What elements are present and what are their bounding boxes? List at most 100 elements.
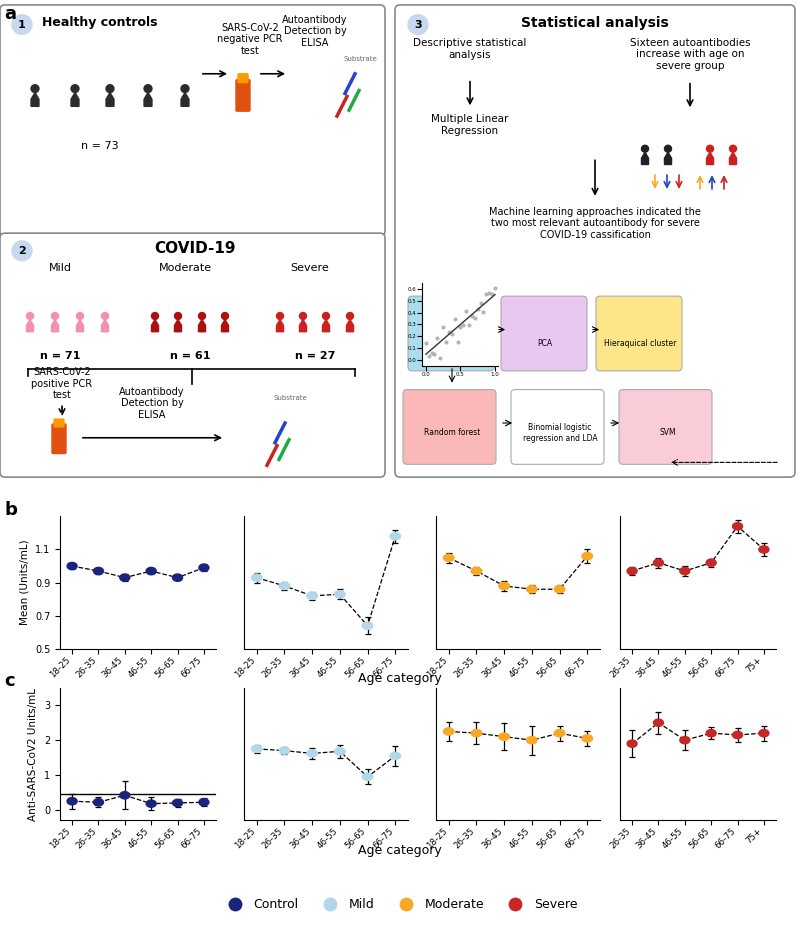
- FancyBboxPatch shape: [54, 419, 64, 427]
- Point: [468, 311, 481, 325]
- FancyBboxPatch shape: [619, 389, 712, 464]
- Ellipse shape: [582, 552, 593, 560]
- Ellipse shape: [654, 719, 663, 727]
- Text: Machine learning approaches indicated the
two most relevant autoantibody for sev: Machine learning approaches indicated th…: [489, 207, 701, 240]
- Circle shape: [12, 241, 32, 260]
- Text: Autoantibody
Detection by
ELISA: Autoantibody Detection by ELISA: [119, 387, 185, 420]
- Point: [451, 335, 464, 349]
- Text: Hieraquical cluster: Hieraquical cluster: [604, 339, 676, 348]
- Ellipse shape: [390, 752, 401, 759]
- Ellipse shape: [251, 574, 262, 581]
- Ellipse shape: [94, 798, 103, 806]
- Text: n = 61: n = 61: [170, 351, 210, 362]
- Y-axis label: Mean (Units/mL): Mean (Units/mL): [19, 540, 30, 626]
- Text: Random forest: Random forest: [424, 428, 480, 438]
- Text: Sixteen autoantibodies
increase with age on
severe group: Sixteen autoantibodies increase with age…: [630, 37, 750, 70]
- Circle shape: [642, 146, 649, 152]
- Ellipse shape: [173, 574, 182, 581]
- Circle shape: [151, 312, 158, 320]
- Ellipse shape: [706, 559, 716, 566]
- Ellipse shape: [362, 773, 373, 781]
- Ellipse shape: [279, 582, 290, 590]
- Point: [422, 349, 435, 363]
- Ellipse shape: [279, 747, 290, 755]
- Polygon shape: [346, 320, 354, 332]
- Ellipse shape: [627, 740, 637, 747]
- Ellipse shape: [554, 730, 565, 737]
- Polygon shape: [106, 93, 114, 107]
- Polygon shape: [299, 320, 306, 332]
- Ellipse shape: [471, 567, 482, 575]
- Polygon shape: [730, 152, 737, 164]
- Text: Moderate: Moderate: [158, 262, 211, 273]
- Text: c: c: [4, 672, 14, 690]
- Circle shape: [706, 146, 714, 152]
- Polygon shape: [642, 152, 649, 164]
- Polygon shape: [31, 93, 39, 107]
- Point: [471, 302, 484, 317]
- Text: Mild: Mild: [49, 262, 71, 273]
- Ellipse shape: [706, 730, 716, 737]
- Ellipse shape: [733, 523, 742, 530]
- Polygon shape: [322, 320, 330, 332]
- Circle shape: [144, 84, 152, 93]
- Point: [457, 317, 470, 332]
- Circle shape: [346, 312, 354, 320]
- Circle shape: [102, 312, 109, 320]
- FancyBboxPatch shape: [511, 389, 604, 464]
- Ellipse shape: [146, 800, 156, 807]
- Circle shape: [77, 312, 83, 320]
- Point: [428, 347, 441, 362]
- Text: Age category: Age category: [358, 844, 442, 857]
- Polygon shape: [71, 93, 79, 107]
- Ellipse shape: [173, 799, 182, 806]
- Polygon shape: [26, 320, 34, 332]
- Y-axis label: Anti-SARS-CoV2 Units/mL: Anti-SARS-CoV2 Units/mL: [29, 688, 38, 820]
- Circle shape: [277, 312, 283, 320]
- Ellipse shape: [120, 792, 130, 799]
- Ellipse shape: [654, 559, 663, 566]
- Point: [442, 324, 455, 339]
- Text: COVID-19: COVID-19: [154, 241, 236, 257]
- Ellipse shape: [759, 730, 769, 737]
- Ellipse shape: [443, 554, 454, 562]
- Text: 1: 1: [18, 19, 26, 30]
- Ellipse shape: [334, 748, 345, 755]
- Text: 3: 3: [414, 19, 422, 30]
- Point: [419, 336, 432, 350]
- Text: n = 27: n = 27: [295, 351, 335, 362]
- Text: Boxplot: Boxplot: [438, 339, 466, 348]
- Polygon shape: [77, 320, 83, 332]
- Circle shape: [181, 84, 189, 93]
- Circle shape: [12, 15, 32, 34]
- Ellipse shape: [471, 730, 482, 737]
- Ellipse shape: [334, 590, 345, 598]
- Ellipse shape: [499, 733, 510, 741]
- Polygon shape: [181, 93, 189, 107]
- Point: [448, 311, 461, 326]
- Ellipse shape: [759, 546, 769, 553]
- Ellipse shape: [307, 750, 318, 757]
- Circle shape: [730, 146, 737, 152]
- Circle shape: [106, 84, 114, 93]
- Polygon shape: [198, 320, 206, 332]
- Ellipse shape: [680, 567, 690, 575]
- FancyBboxPatch shape: [238, 74, 248, 83]
- FancyBboxPatch shape: [52, 424, 66, 453]
- Ellipse shape: [554, 586, 565, 593]
- Text: Substrate: Substrate: [273, 396, 307, 401]
- Circle shape: [665, 146, 671, 152]
- Text: PCA: PCA: [538, 339, 553, 348]
- Text: Substrate: Substrate: [343, 56, 377, 62]
- Ellipse shape: [67, 797, 77, 805]
- Ellipse shape: [627, 567, 637, 575]
- Text: Autoantibody
Detection by
ELISA: Autoantibody Detection by ELISA: [282, 15, 348, 48]
- FancyBboxPatch shape: [501, 296, 587, 371]
- Ellipse shape: [443, 728, 454, 735]
- Ellipse shape: [582, 735, 593, 742]
- Ellipse shape: [199, 798, 209, 806]
- Polygon shape: [144, 93, 152, 107]
- Point: [474, 296, 487, 311]
- Point: [426, 346, 438, 361]
- Polygon shape: [151, 320, 158, 332]
